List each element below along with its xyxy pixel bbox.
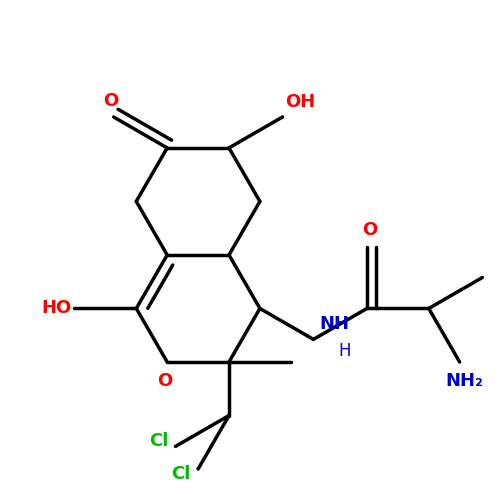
Text: NH: NH bbox=[320, 316, 350, 334]
Text: O: O bbox=[362, 221, 377, 239]
Text: O: O bbox=[104, 92, 119, 110]
Text: HO: HO bbox=[42, 300, 72, 318]
Text: O: O bbox=[157, 372, 172, 390]
Text: H: H bbox=[338, 342, 350, 360]
Text: NH₂: NH₂ bbox=[446, 372, 484, 390]
Text: OH: OH bbox=[285, 93, 315, 111]
Text: Cl: Cl bbox=[148, 432, 168, 450]
Text: Cl: Cl bbox=[172, 465, 190, 483]
